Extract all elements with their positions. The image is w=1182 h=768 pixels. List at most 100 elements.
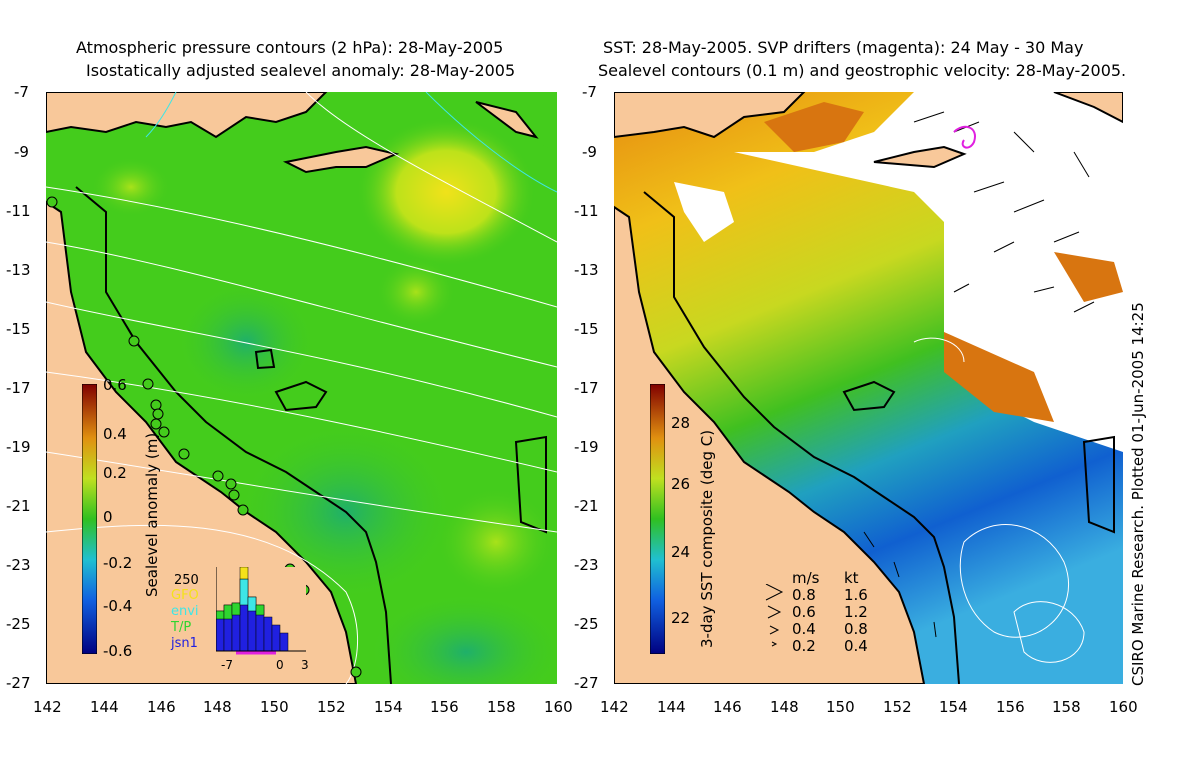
lon-tick-L5: 152 xyxy=(317,698,346,716)
lat-tick-R9: -25 xyxy=(574,615,599,633)
sealevel-colorbar-label: Sealevel anomaly (m) xyxy=(143,432,161,597)
histogram-legend: GFO envi T/P jsn1 xyxy=(171,588,199,652)
lon-tick-L2: 146 xyxy=(147,698,176,716)
legend-jsn1: jsn1 xyxy=(171,636,198,651)
lon-tick-R6: 154 xyxy=(939,698,968,716)
lat-tick-R2: -11 xyxy=(574,202,599,220)
lon-tick-R4: 150 xyxy=(826,698,855,716)
lat-tick-R6: -19 xyxy=(574,438,599,456)
velocity-kt-1: 1.2 xyxy=(844,603,868,621)
histogram-xtick-2: 3 xyxy=(301,658,309,672)
lon-tick-R1: 144 xyxy=(657,698,686,716)
lon-tick-L1: 144 xyxy=(90,698,119,716)
lat-tick-R10: -27 xyxy=(574,674,599,692)
australia-land xyxy=(46,200,358,684)
lon-tick-L6: 154 xyxy=(374,698,403,716)
pressure-contours xyxy=(46,92,557,684)
legend-envi: envi xyxy=(171,604,199,619)
lon-tick-L0: 142 xyxy=(33,698,62,716)
lat-tick-R5: -17 xyxy=(574,379,599,397)
lon-tick-R3: 148 xyxy=(770,698,799,716)
velocity-ms-2: 0.4 xyxy=(792,620,816,638)
lat-tick-R3: -13 xyxy=(574,261,599,279)
cbL-tick-3: 0 xyxy=(103,508,113,526)
reef-contour xyxy=(75,186,392,684)
lon-tick-R5: 152 xyxy=(883,698,912,716)
histogram-ymax: 250 xyxy=(174,573,199,588)
lon-tick-R9: 160 xyxy=(1109,698,1138,716)
anomaly-high xyxy=(356,117,536,267)
sealevel-colorbar xyxy=(82,384,97,654)
sealevel-contours xyxy=(913,337,1085,663)
lat-tick-L0: -7 xyxy=(14,83,29,101)
lat-tick-R4: -15 xyxy=(574,320,599,338)
lat-tick-L3: -13 xyxy=(6,261,31,279)
velocity-vectors xyxy=(863,111,1095,638)
lat-tick-R7: -21 xyxy=(574,497,599,515)
lat-tick-L5: -17 xyxy=(6,379,31,397)
australia-land-r xyxy=(614,205,926,684)
lon-tick-R8: 158 xyxy=(1052,698,1081,716)
right-map-panel: 28 26 24 22 3-day SST composite (deg C) … xyxy=(614,92,1123,684)
lat-tick-L9: -25 xyxy=(6,615,31,633)
cbL-tick-1: 0.4 xyxy=(103,425,127,443)
lat-tick-L7: -21 xyxy=(6,497,31,515)
histogram-xtick-0: -7 xyxy=(221,658,233,672)
no-data-cloud xyxy=(734,92,1123,452)
lon-tick-L7: 156 xyxy=(430,698,459,716)
lat-tick-L10: -27 xyxy=(6,674,31,692)
cbR-tick-0: 28 xyxy=(671,414,691,432)
cbL-tick-5: -0.4 xyxy=(103,597,133,615)
histogram-xtick-1: 0 xyxy=(276,658,284,672)
lon-tick-L8: 158 xyxy=(487,698,516,716)
velocity-kt-0: 1.6 xyxy=(844,586,868,604)
left-title-line1: Atmospheric pressure contours (2 hPa): 2… xyxy=(76,38,504,57)
lat-tick-L6: -19 xyxy=(6,438,31,456)
lon-tick-R0: 142 xyxy=(600,698,629,716)
new-guinea-land-r xyxy=(614,92,806,139)
left-map-panel: 0.6 0.4 0.2 0 -0.2 -0.4 -0.6 Sealevel an… xyxy=(46,92,557,684)
velocity-ms-3: 0.2 xyxy=(792,637,816,655)
lat-tick-L4: -15 xyxy=(6,320,31,338)
lon-tick-R7: 156 xyxy=(996,698,1025,716)
svp-drifter-track xyxy=(953,125,976,149)
velocity-kt-2: 0.8 xyxy=(844,620,868,638)
lon-tick-L3: 148 xyxy=(203,698,232,716)
lat-tick-R0: -7 xyxy=(582,83,597,101)
cbR-tick-1: 26 xyxy=(671,475,691,493)
sealevel-anomaly-map xyxy=(46,92,557,684)
cbR-tick-2: 24 xyxy=(671,543,691,561)
velocity-legend-arrows xyxy=(765,584,784,647)
sst-colorbar-label: 3-day SST composite (deg C) xyxy=(698,429,716,648)
lat-tick-R1: -9 xyxy=(582,143,597,161)
left-title-line2: Isostatically adjusted sealevel anomaly:… xyxy=(86,61,516,80)
lat-tick-L1: -9 xyxy=(14,143,29,161)
cbL-tick-2: 0.2 xyxy=(103,464,127,482)
sst-map xyxy=(614,92,1123,684)
cbL-tick-0: 0.6 xyxy=(103,376,127,394)
lat-tick-R8: -23 xyxy=(574,556,599,574)
plot-credit: CSIRO Marine Research. Plotted 01-Jun-20… xyxy=(1129,302,1147,686)
velocity-kt-3: 0.4 xyxy=(844,637,868,655)
sst-colorbar xyxy=(650,384,665,654)
velocity-legend-header-kt: kt xyxy=(844,569,859,587)
lon-tick-L4: 150 xyxy=(260,698,289,716)
velocity-ms-1: 0.6 xyxy=(792,603,816,621)
cbR-tick-3: 22 xyxy=(671,609,691,627)
right-title-line2: Sealevel contours (0.1 m) and geostrophi… xyxy=(598,61,1127,80)
cbL-tick-6: -0.6 xyxy=(103,642,133,660)
lon-tick-L9: 160 xyxy=(544,698,573,716)
right-title-line1: SST: 28-May-2005. SVP drifters (magenta)… xyxy=(603,38,1084,57)
anomaly-high-south xyxy=(436,487,556,597)
lon-tick-R2: 146 xyxy=(713,698,742,716)
new-guinea-land xyxy=(46,92,328,139)
lat-tick-L2: -11 xyxy=(6,202,31,220)
cbL-tick-4: -0.2 xyxy=(103,554,133,572)
legend-tp: T/P xyxy=(171,620,192,635)
velocity-legend: m/s kt 0.8 1.6 0.6 1.2 0.4 0.8 0.2 0.4 xyxy=(792,570,868,655)
lat-tick-L8: -23 xyxy=(6,556,31,574)
histogram-inset xyxy=(216,567,306,659)
velocity-legend-header-ms: m/s xyxy=(792,569,820,587)
legend-gfo: GFO xyxy=(171,588,199,603)
velocity-ms-0: 0.8 xyxy=(792,586,816,604)
